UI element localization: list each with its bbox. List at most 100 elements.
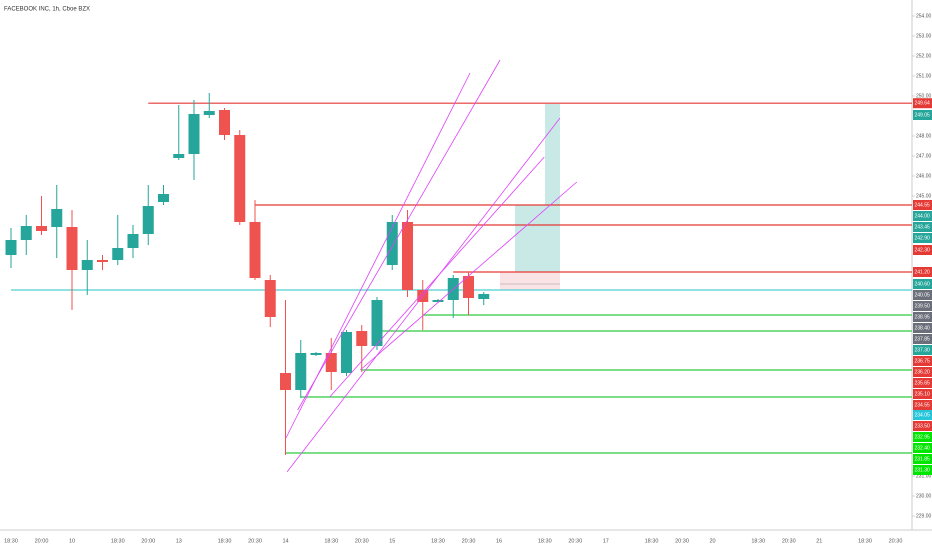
price-tag	[913, 267, 932, 277]
candle-body	[112, 248, 124, 260]
price-tag-label: 249.64	[915, 101, 931, 107]
candle-body	[310, 353, 322, 355]
y-tick-label: 247.00	[916, 153, 932, 159]
candle-body	[280, 373, 291, 390]
price-tag	[913, 400, 932, 410]
candle-body	[249, 222, 261, 278]
x-tick-label: 20:30	[889, 538, 903, 544]
candle-body	[66, 227, 78, 270]
x-tick-label: 20	[709, 538, 715, 544]
target-zone	[515, 205, 545, 272]
price-tag	[913, 279, 932, 289]
price-tag	[913, 432, 932, 442]
x-tick-label: 18:30	[4, 538, 18, 544]
price-tag-label: 239.50	[915, 303, 931, 309]
candle-body	[356, 331, 368, 346]
price-tag	[913, 312, 932, 322]
candle-body	[219, 110, 230, 135]
price-tag-label: 242.30	[915, 247, 931, 253]
price-tag-label: 231.30	[915, 467, 931, 473]
stop-zone	[500, 272, 560, 290]
price-tag	[913, 200, 932, 210]
x-tick-label: 18:30	[538, 538, 552, 544]
candle-body	[295, 353, 307, 390]
x-tick-label: 18:30	[324, 538, 338, 544]
x-tick-label: 18:30	[858, 538, 872, 544]
x-tick-label: 18:30	[431, 538, 445, 544]
price-tag	[913, 245, 932, 255]
candle-body	[158, 194, 169, 202]
price-tag	[913, 367, 932, 377]
candle-body	[36, 226, 47, 231]
x-tick-label: 15	[389, 538, 395, 544]
candle-body	[402, 222, 413, 290]
price-tag-label: 232.40	[915, 445, 931, 451]
x-tick-label: 18:30	[645, 538, 659, 544]
x-tick-label: 18:30	[218, 538, 232, 544]
price-tag-label: 244.55	[915, 202, 931, 208]
price-tag	[913, 290, 932, 300]
x-tick-label: 20:30	[675, 538, 689, 544]
price-tag	[913, 98, 932, 109]
y-tick-label: 229.00	[916, 513, 932, 519]
x-tick-label: 20:30	[782, 538, 796, 544]
candle-body	[264, 280, 276, 317]
y-tick-label: 246.00	[916, 173, 932, 179]
price-tag	[913, 454, 932, 464]
price-tag-label: 238.40	[915, 325, 931, 331]
price-tag-label: 241.20	[915, 269, 931, 275]
candle-body	[386, 222, 398, 265]
price-tag-label: 237.30	[915, 347, 931, 353]
x-tick-label: 20:30	[462, 538, 476, 544]
price-tag-label: 238.95	[915, 314, 931, 320]
price-tag	[913, 378, 932, 388]
price-tag	[913, 345, 932, 355]
price-tag-label: 235.10	[915, 391, 931, 397]
position-tool	[500, 104, 560, 290]
y-tick-label: 248.00	[916, 133, 932, 139]
candle-body	[371, 300, 383, 346]
price-tag	[913, 465, 932, 475]
price-tag	[913, 301, 932, 311]
candle-body	[127, 234, 139, 248]
price-tag-label: 240.05	[915, 292, 931, 298]
candle-body	[188, 114, 200, 154]
price-tag-label: 234.55	[915, 402, 931, 408]
price-tag	[913, 222, 932, 232]
price-tag-label: 244.00	[915, 213, 931, 219]
x-tick-label: 20:30	[568, 538, 582, 544]
price-tag-label: 234.05	[915, 412, 931, 418]
candle-body	[341, 332, 352, 373]
price-tag-label: 232.95	[915, 434, 931, 440]
x-tick-label: 14	[282, 538, 288, 544]
y-tick-label: 231.00	[916, 473, 932, 479]
x-tick-label: 20:30	[355, 538, 369, 544]
y-tick-label: 245.00	[916, 193, 932, 199]
trend-line	[297, 59, 501, 411]
y-tick-label: 250.00	[916, 93, 932, 99]
price-tag-label: 243.45	[915, 224, 931, 230]
price-tag	[913, 421, 932, 431]
x-tick-label: 18:30	[751, 538, 765, 544]
price-tag	[913, 443, 932, 453]
candle-body	[142, 206, 154, 234]
y-tick-label: 230.00	[916, 493, 932, 499]
price-tag	[913, 334, 932, 344]
candle-body	[81, 260, 93, 270]
price-tag-label: 231.85	[915, 456, 931, 462]
price-tag-label: 242.90	[915, 235, 931, 241]
candle-body	[478, 294, 490, 299]
price-tag	[913, 356, 932, 366]
price-tag-label: 233.50	[915, 423, 931, 429]
y-tick-label: 252.00	[916, 53, 932, 59]
price-tag-label: 249.05	[915, 112, 931, 118]
candle-body	[20, 226, 32, 240]
target-zone	[545, 104, 560, 272]
candle-body	[97, 260, 108, 262]
candle-body	[463, 276, 474, 298]
price-tag	[913, 233, 932, 243]
chart-title: FACEBOOK INC, 1h, Cboe BZX	[4, 7, 90, 13]
price-tag-label: 240.60	[915, 281, 931, 287]
trend-line	[359, 181, 578, 371]
